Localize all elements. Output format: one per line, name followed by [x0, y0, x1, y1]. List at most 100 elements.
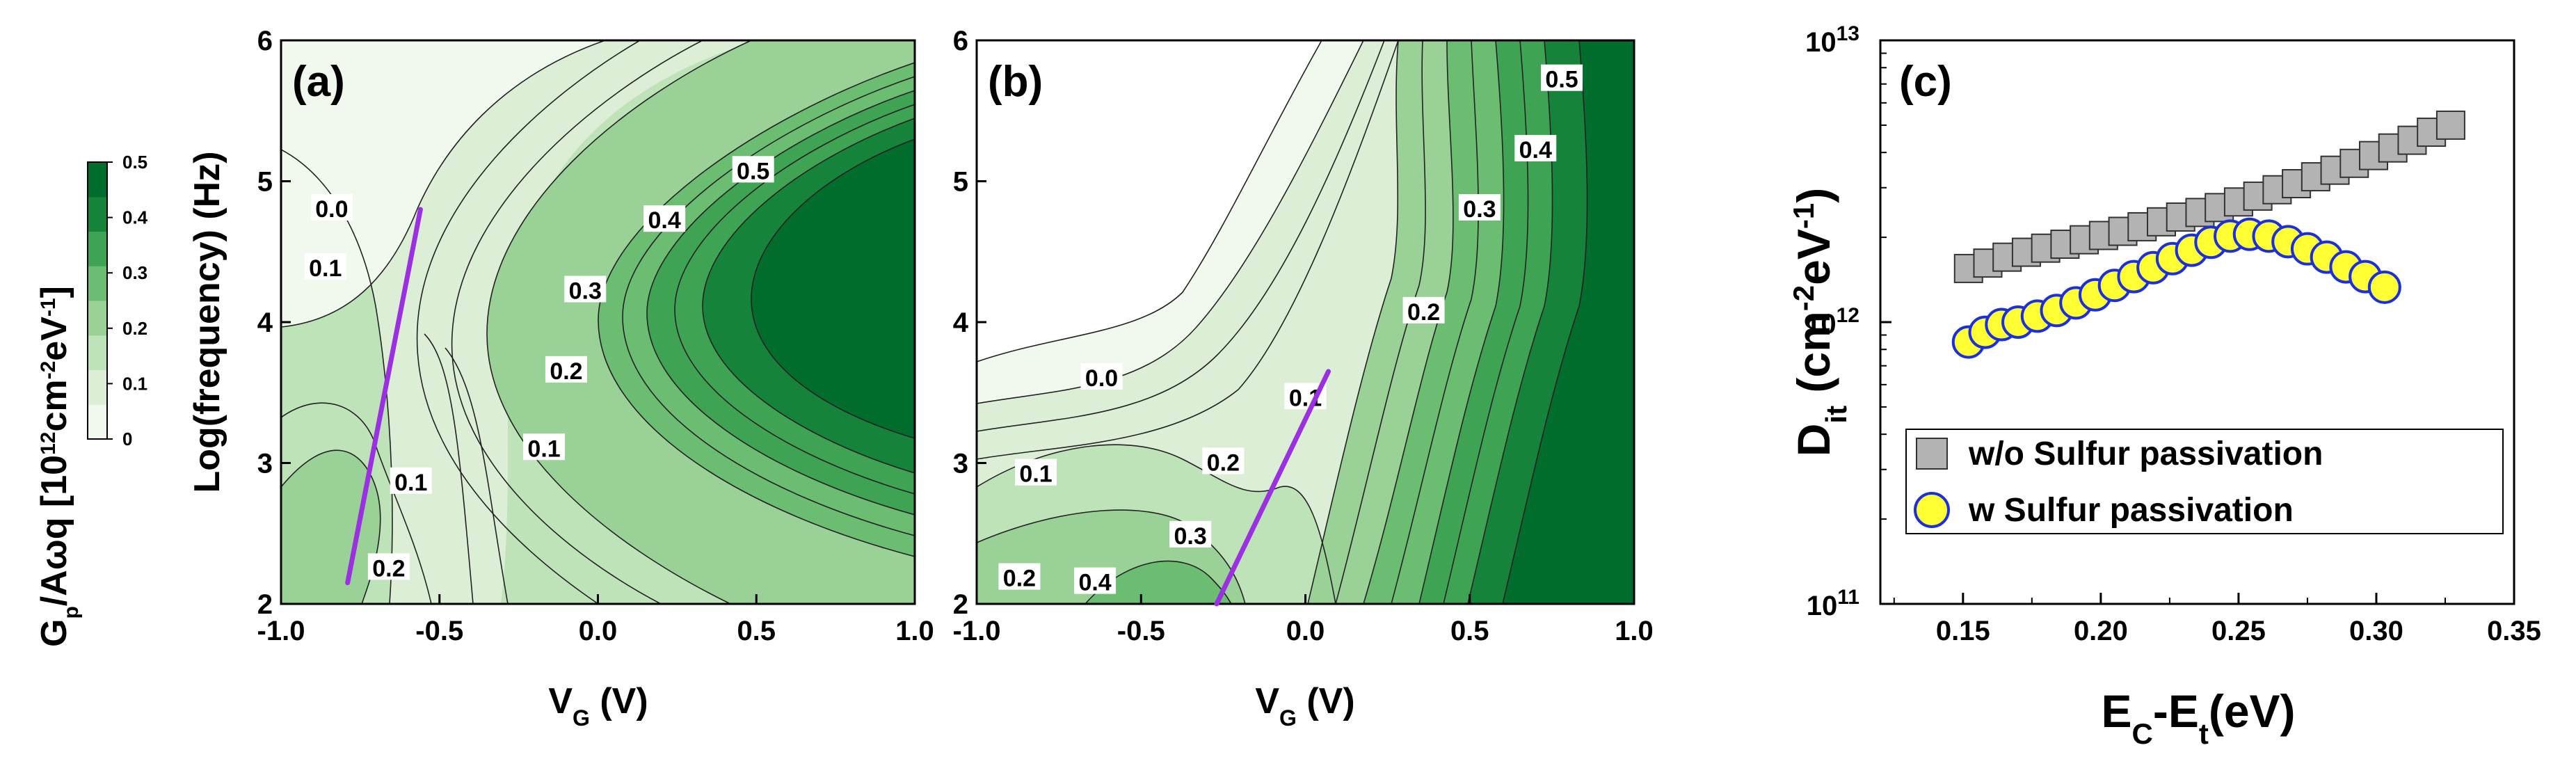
colorbar-label: Gp/Aωq [1012cm-2eV-1]	[34, 286, 83, 647]
colorbar-band	[88, 404, 107, 440]
contour-fill-a	[281, 40, 915, 604]
colorbar-tick-label: 0	[122, 429, 132, 449]
contour-labels-a: 0.0 0.1 0.5 0.4 0.3 0.2 0.1 0.1 0.2	[304, 156, 774, 582]
contour-label: 0.3	[1463, 196, 1496, 223]
x-tick-label: 0.5	[737, 616, 776, 646]
axes-b: -1.0 -0.5 0.0 0.5 1.0 2 3 4 5 6	[953, 26, 1654, 646]
trend-line-b	[1214, 369, 1331, 607]
colorbar-band	[88, 266, 107, 301]
y-tick-label: 5	[257, 167, 273, 198]
contour-label: 0.5	[1545, 67, 1578, 93]
contour-label: 0.0	[315, 196, 348, 223]
contour-level-0.2-low	[281, 450, 381, 604]
contour-label-bg	[523, 433, 566, 461]
x-tick-label: 0.0	[1286, 616, 1325, 646]
colorbar-band	[88, 196, 107, 232]
x-tick-label: 0.30	[2349, 616, 2403, 646]
contour-label-bg	[732, 156, 774, 183]
colorbar-frame	[87, 161, 108, 440]
contour-lines-b	[977, 40, 1588, 604]
colorbar-tick-label: 0.5	[122, 152, 147, 173]
contour-fill-b	[977, 40, 1634, 604]
contour-label-bg	[1458, 194, 1501, 221]
x-tick-label: 0.20	[2074, 616, 2128, 646]
colorbar-tick-label: 0.1	[122, 373, 147, 394]
y-tick-label: 6	[257, 26, 273, 56]
x-tick-label: 0.35	[2487, 616, 2541, 646]
y-tick-label: 3	[953, 449, 968, 479]
trend-line-a	[345, 207, 423, 586]
y-axis-label-a: Log(frequency) (Hz)	[187, 151, 227, 493]
colorbar-bands	[88, 162, 107, 440]
y-tick-label: 3	[257, 449, 273, 479]
contour-level-white	[977, 40, 1322, 362]
contour-label: 0.4	[1078, 570, 1111, 596]
contour-label: 0.4	[1519, 137, 1552, 163]
panel-label-b: (b)	[988, 58, 1043, 106]
contour-label: 0.1	[394, 470, 427, 496]
contour-label-bg	[310, 194, 353, 221]
contour-level-0.4	[1085, 561, 1231, 604]
x-tick-label: 1.0	[1615, 616, 1654, 646]
colorbar-band	[88, 162, 107, 198]
panel-label-a: (a)	[292, 58, 345, 106]
contour-label: 0.0	[1085, 365, 1118, 392]
colorbar: 0 0.1 0.2 0.3 0.4 0.5 Gp/Aωq [1012cm-2eV-1]	[34, 152, 148, 647]
colorbar-ticks: 0 0.1 0.2 0.3 0.4 0.5	[107, 152, 148, 449]
contour-label: 0.2	[1407, 299, 1440, 326]
contour-label: 0.2	[1207, 450, 1240, 477]
x-tick-label: 1.0	[895, 616, 934, 646]
x-tick-label: -0.5	[1117, 616, 1165, 646]
legend-label-wo-sulfur: w/o Sulfur passivation	[1968, 436, 2323, 472]
data-point-w-sulfur	[2367, 270, 2401, 304]
panel-label-c: (c)	[1899, 58, 1952, 106]
x-tick-label: -0.5	[415, 616, 463, 646]
contour-level-0.5-band	[1503, 40, 1634, 604]
contour-label-bg	[1402, 296, 1445, 324]
y-tick-label: 5	[953, 167, 968, 198]
y-tick-label: 1011	[1807, 586, 1859, 622]
contour-label-bg	[1080, 363, 1123, 390]
colorbar-tick-label: 0.4	[122, 207, 148, 228]
y-tick-label: 4	[257, 308, 273, 338]
contour-label: 0.4	[648, 207, 681, 234]
y-tick-label: 2	[257, 589, 273, 620]
legend-frame	[1905, 429, 2504, 534]
contour-label-bg	[1169, 520, 1212, 548]
panel-c: 0.15 0.20 0.25 0.30 0.35 1011 1012 1013 (c) Dit…	[1787, 22, 2541, 750]
contour-label: 0.1	[1019, 461, 1052, 488]
legend-c: w/o Sulfur passivation w Sulfur passivat…	[1905, 429, 2504, 534]
x-tick-label: 0.5	[1450, 616, 1489, 646]
data-point-wo-sulfur	[2435, 110, 2465, 140]
contour-label-bg	[545, 356, 587, 383]
contour-label-bg	[1202, 447, 1245, 474]
colorbar-tick-label: 0.2	[122, 318, 147, 339]
x-tick-label: 0.0	[579, 616, 618, 646]
contour-label: 0.2	[550, 358, 582, 385]
y-tick-label: 6	[953, 26, 968, 56]
contour-label-bg	[390, 467, 432, 494]
legend-marker-circle	[1914, 492, 1950, 528]
contour-label-bg	[1074, 567, 1117, 594]
contour-label-bg	[304, 253, 346, 280]
colorbar-band	[88, 231, 107, 266]
x-axis-label-c: EC-Et(eV)	[2101, 685, 2295, 750]
contour-label: 0.1	[527, 436, 560, 462]
x-tick-label: 0.25	[2211, 616, 2266, 646]
contour-label: 0.5	[737, 158, 769, 184]
contour-label-bg	[643, 205, 686, 232]
contour-level-0.0	[977, 40, 1363, 404]
contour-label-bg	[1541, 64, 1583, 91]
panel-b: -1.0 -0.5 0.0 0.5 1.0 2 3 4 5 6 0.5 0.4 0.3 0.2 0.1 0.…	[953, 26, 1654, 731]
contour-label-bg	[998, 563, 1041, 590]
x-axis-label-b: VG (V)	[1255, 681, 1354, 731]
axes-c: 0.15 0.20 0.25 0.30 0.35 1011 1012 1013	[1805, 22, 2541, 647]
contour-label: 0.3	[1174, 523, 1206, 550]
legend-label-w-sulfur: w Sulfur passivation	[1968, 492, 2294, 529]
y-tick-label: 2	[953, 589, 968, 620]
colorbar-band	[88, 301, 107, 336]
data-points-c	[1951, 110, 2465, 359]
contour-level-0.5	[751, 139, 915, 438]
colorbar-band	[88, 369, 107, 405]
